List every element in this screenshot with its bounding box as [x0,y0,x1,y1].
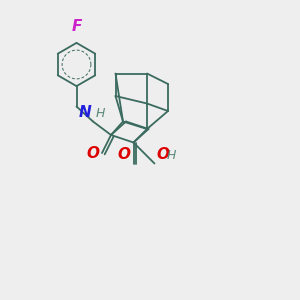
Text: N: N [79,105,92,120]
Text: H: H [95,107,105,120]
Text: O: O [156,147,169,162]
Text: H: H [167,149,176,162]
Text: F: F [71,19,82,34]
Text: O: O [86,146,100,160]
Text: O: O [118,147,130,162]
